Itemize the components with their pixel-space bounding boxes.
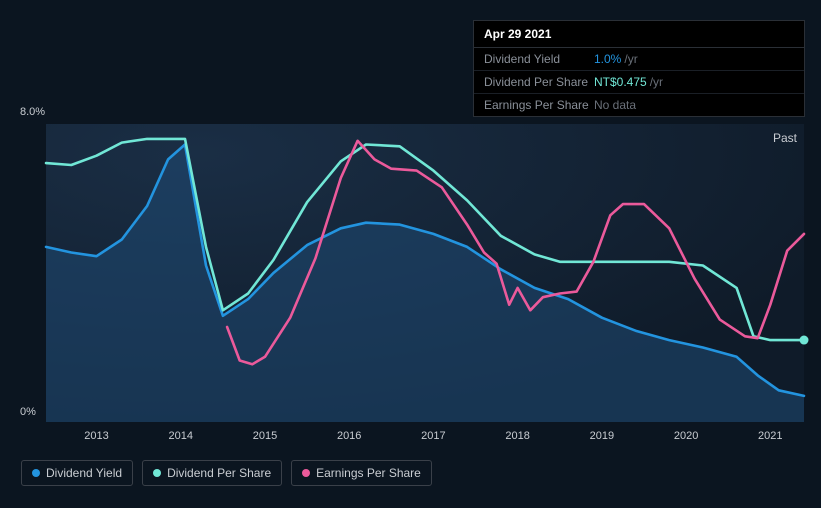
dividend-chart: 8.0% 0% 2013 2014 2015 2016 2017 2018 2019 2020… [0,0,821,508]
x-axis-label: 2018 [505,430,529,442]
x-axis-label: 2019 [590,430,614,442]
legend-label: Earnings Per Share [316,466,421,480]
legend-dot [153,469,161,477]
chart-tooltip: Apr 29 2021 Dividend Yield1.0%/yrDividen… [473,20,805,117]
x-axis-label: 2016 [337,430,361,442]
tooltip-date: Apr 29 2021 [474,21,804,48]
x-axis-label: 2021 [758,430,782,442]
x-axis-label: 2020 [674,430,698,442]
tooltip-label: Dividend Per Share [484,75,594,89]
tooltip-row: Earnings Per ShareNo data [474,94,804,116]
y-axis-max: 8.0% [20,106,45,118]
x-axis-label: 2015 [253,430,277,442]
tooltip-label: Earnings Per Share [484,98,594,112]
tooltip-value: 1.0% [594,52,621,66]
tooltip-row: Dividend Yield1.0%/yr [474,48,804,71]
x-axis-label: 2013 [84,430,108,442]
tooltip-value: NT$0.475 [594,75,647,89]
tooltip-suffix: /yr [650,75,663,89]
legend-dot [32,469,40,477]
y-axis-min: 0% [20,406,36,418]
chart-legend: Dividend Yield Dividend Per Share Earnin… [21,460,432,486]
legend-label: Dividend Yield [46,466,122,480]
x-axis-label: 2017 [421,430,445,442]
legend-dividend-per-share[interactable]: Dividend Per Share [142,460,282,486]
past-label: Past [773,131,797,145]
tooltip-label: Dividend Yield [484,52,594,66]
legend-dividend-yield[interactable]: Dividend Yield [21,460,133,486]
tooltip-row: Dividend Per ShareNT$0.475/yr [474,71,804,94]
legend-earnings-per-share[interactable]: Earnings Per Share [291,460,432,486]
tooltip-value: No data [594,98,636,112]
tooltip-suffix: /yr [624,52,637,66]
legend-label: Dividend Per Share [167,466,271,480]
x-axis-label: 2014 [169,430,193,442]
legend-dot [302,469,310,477]
